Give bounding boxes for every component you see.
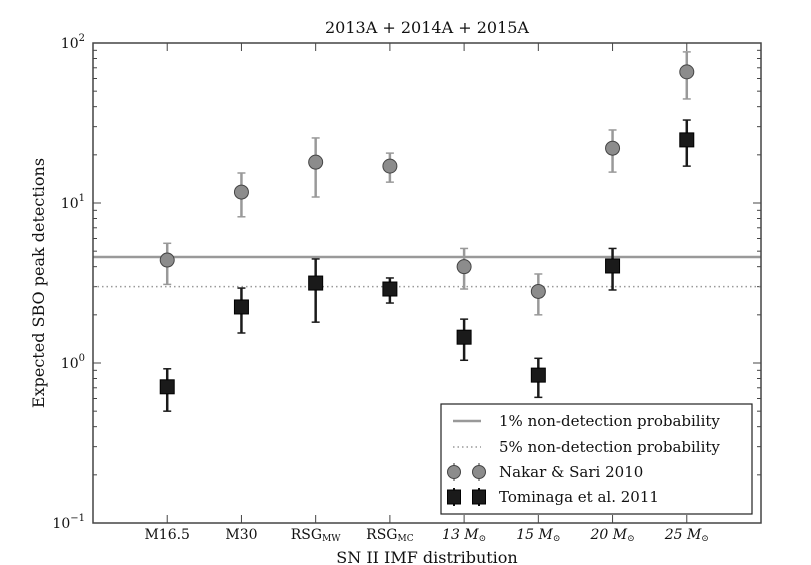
x-tick-label: 15 M⊙ (516, 527, 560, 544)
legend-label-nakar: Nakar & Sari 2010 (499, 463, 643, 481)
chart-title: 2013A + 2014A + 2015A (325, 18, 529, 37)
y-axis-label: Expected SBO peak detections (29, 158, 48, 408)
legend: 1% non-detection probability 5% non-detec… (440, 403, 753, 515)
square-marker (159, 379, 175, 395)
nakar-point (605, 129, 621, 173)
square-marker (679, 132, 695, 148)
circle-marker (159, 252, 175, 268)
x-tick-label: RSGMW (291, 527, 342, 544)
circle-marker (456, 259, 472, 275)
x-tick-label: RSGMC (366, 527, 414, 544)
legend-label-tominaga: Tominaga et al. 2011 (499, 488, 659, 506)
nakar-point (456, 247, 472, 290)
y-tick-label: 100 (61, 353, 85, 372)
circle-marker (530, 283, 546, 299)
square-marker (605, 258, 621, 274)
legend-label-five-percent: 5% non-detection probability (499, 438, 720, 456)
x-tick-label: M16.5 (144, 527, 190, 543)
tominaga-point (530, 357, 546, 399)
legend-circle-marker (447, 465, 461, 479)
square-marker (233, 299, 249, 315)
legend-square-marker (472, 489, 486, 505)
circle-marker (679, 64, 695, 80)
circle-marker (233, 184, 249, 200)
tominaga-point (605, 247, 621, 291)
tominaga-point (308, 258, 324, 323)
square-marker (530, 367, 546, 383)
square-marker (382, 281, 398, 297)
y-tick-label: 101 (61, 193, 85, 212)
tominaga-point (382, 277, 398, 304)
circle-marker (308, 154, 324, 170)
tominaga-point (456, 318, 472, 362)
tominaga-point (679, 119, 695, 167)
nakar-point (233, 172, 249, 218)
square-marker (456, 329, 472, 345)
tominaga-point (159, 368, 175, 412)
nakar-point (679, 51, 695, 100)
y-tick-label: 10−1 (52, 513, 85, 532)
x-tick-label: 20 M⊙ (589, 527, 634, 544)
nakar-point (159, 242, 175, 286)
y-tick-label: 102 (61, 33, 85, 52)
legend-circle-marker (472, 465, 486, 479)
x-axis-label: SN II IMF distribution (336, 548, 517, 565)
legend-box (440, 403, 753, 515)
nakar-point (382, 152, 398, 183)
legend-square-marker (447, 489, 461, 505)
x-tick-label: 25 M⊙ (664, 527, 709, 544)
circle-marker (382, 158, 398, 174)
x-tick-label: 13 M⊙ (442, 527, 486, 544)
square-marker (308, 275, 324, 291)
plot-frame (92, 42, 762, 524)
x-tick-label: M30 (225, 527, 257, 543)
legend-label-one-percent: 1% non-detection probability (499, 412, 720, 430)
nakar-point (308, 137, 324, 198)
tominaga-point (233, 287, 249, 334)
circle-marker (605, 140, 621, 156)
nakar-point (530, 273, 546, 316)
